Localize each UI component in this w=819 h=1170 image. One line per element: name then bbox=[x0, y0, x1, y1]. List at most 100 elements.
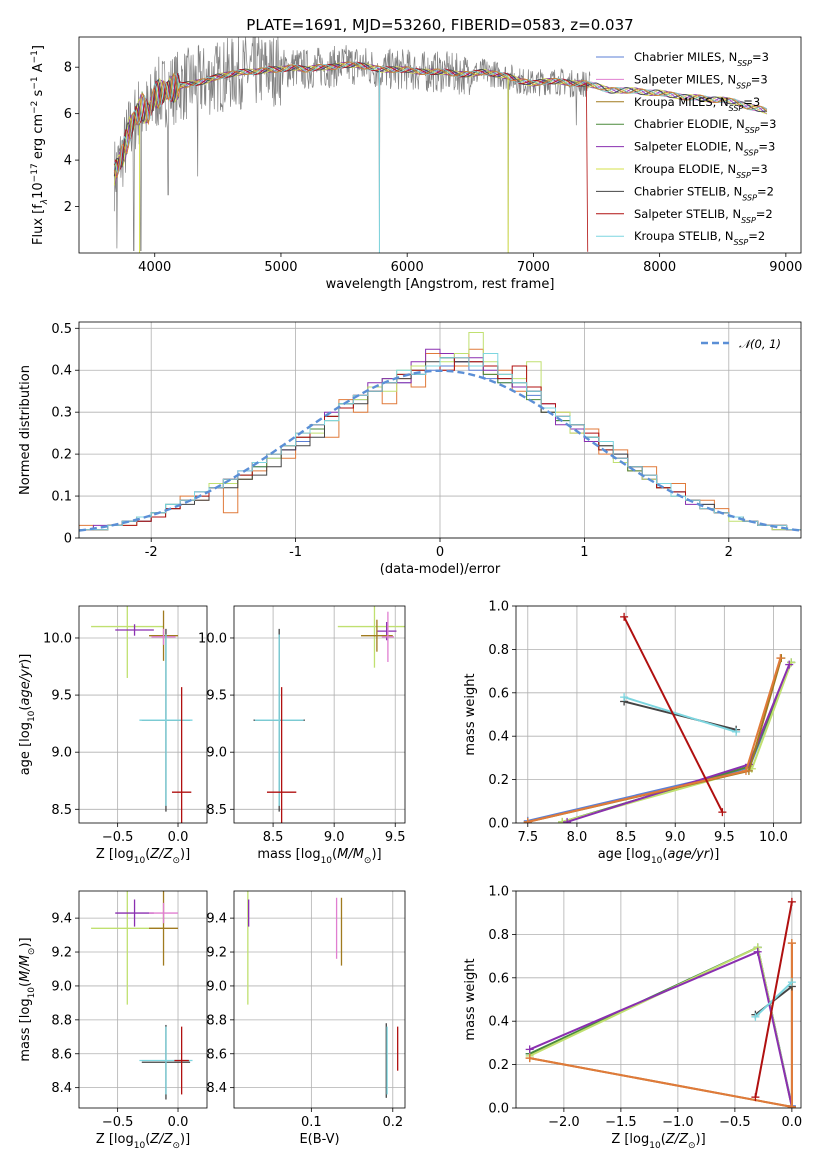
x-axis-label-main: (data-model)/error bbox=[380, 562, 501, 577]
legend-label: Salpeter ELODIE, NSSP=3 bbox=[634, 140, 775, 158]
legend-label-main: Chabrier MILES, N bbox=[634, 50, 737, 64]
legend-label-main: Kroupa ELODIE, N bbox=[634, 162, 736, 176]
legend-label-main: Salpeter STELIB, N bbox=[634, 207, 741, 221]
y-tick-label: 10.0 bbox=[43, 631, 72, 646]
y-axis-label-it: age/yr bbox=[18, 662, 33, 705]
legend-label-sub: SSP bbox=[745, 126, 760, 135]
x-axis-label-rest: ( bbox=[145, 1132, 150, 1147]
y-tick-label: 0.6 bbox=[488, 971, 509, 986]
x-tick-label: 8000 bbox=[643, 260, 676, 275]
x-tick-label: 0.0 bbox=[782, 1115, 803, 1130]
spectrum-data-line bbox=[113, 37, 591, 252]
y-axis-label: mass weight bbox=[463, 958, 478, 1040]
legend-label-main: Kroupa STELIB, N bbox=[634, 229, 734, 243]
mass_vs_EBV-plot-area bbox=[247, 891, 399, 1098]
y-tick-label: 9.0 bbox=[51, 979, 72, 994]
axes-frame bbox=[78, 36, 802, 254]
residual-plot-area bbox=[79, 332, 801, 538]
y-tick-label: 0.3 bbox=[51, 406, 72, 421]
axes-frame bbox=[233, 890, 406, 1109]
legend-label-sub: SSP bbox=[736, 171, 751, 180]
legend-label: Kroupa ELODIE, NSSP=3 bbox=[634, 162, 768, 180]
y-axis-label-rest: ( bbox=[18, 982, 33, 987]
x-axis-label: E(B-V) bbox=[299, 1132, 339, 1147]
y-tick-label: 8.5 bbox=[206, 803, 227, 818]
spectrum-model-line bbox=[113, 61, 768, 175]
x-tick-label: 5000 bbox=[264, 260, 297, 275]
weight-line bbox=[623, 700, 737, 731]
y-tick-label: 8.4 bbox=[206, 1081, 227, 1096]
x-axis-label-it: Z/Z bbox=[149, 847, 173, 862]
y-tick-label: 8.8 bbox=[206, 1013, 227, 1028]
axes-frame bbox=[515, 890, 802, 1109]
legend-label-suffix: =3 bbox=[751, 162, 768, 176]
x-axis-label-main: Z [log bbox=[96, 847, 134, 862]
y-tick-label: 0.5 bbox=[51, 322, 72, 337]
x-axis-label-sub2: ⊙ bbox=[688, 1141, 696, 1151]
legend-label-sub: SSP bbox=[741, 215, 756, 224]
x-axis-label-it: M/M bbox=[337, 847, 364, 862]
x-tick-label: 9.5 bbox=[385, 830, 406, 845]
legend-label: 𝒩(0, 1) bbox=[739, 337, 781, 351]
legend-label-main: Salpeter MILES, N bbox=[634, 72, 736, 86]
y-tick-label: 8.4 bbox=[51, 1081, 72, 1096]
x-axis-label-end: )] bbox=[180, 1132, 190, 1147]
x-tick-label: 0.0 bbox=[168, 1115, 189, 1130]
x-axis-label-end: )] bbox=[371, 847, 381, 862]
legend-label-sub: SSP bbox=[742, 193, 757, 202]
x-axis-label-main: wavelength [Angstrom, rest frame] bbox=[326, 277, 555, 292]
x-tick-label: −0.5 bbox=[719, 1115, 751, 1130]
y-axis-label-sub: 10 bbox=[27, 710, 37, 722]
y-axis-label: mass [log10(M/M⊙)] bbox=[18, 937, 37, 1061]
x-axis-label-sub2: ⊙ bbox=[172, 1141, 180, 1151]
x-tick-label: 1 bbox=[580, 545, 588, 560]
legend-label-main: Kroupa MILES, N bbox=[634, 95, 729, 109]
y-axis-label-end: )] bbox=[18, 937, 33, 947]
legend-label: Kroupa MILES, NSSP=3 bbox=[634, 95, 760, 113]
y-axis-label-sup4: −1 bbox=[30, 50, 40, 63]
x-tick-label: 9.0 bbox=[665, 830, 686, 845]
y-tick-label: 8.6 bbox=[51, 1047, 72, 1062]
spectrum-panel: 4000 5000 6000 7000 8000 9000 2 4 6 8 Chabrier MIL… bbox=[30, 36, 802, 292]
y-tick-label: 4 bbox=[64, 154, 72, 169]
y-tick-label: 1.0 bbox=[488, 885, 509, 900]
x-axis-label: Z [log10(Z/Z⊙)] bbox=[96, 1132, 190, 1151]
x-axis-label-sub: 10 bbox=[321, 856, 333, 866]
y-axis-label-main: Normed distribution bbox=[18, 365, 33, 495]
y-tick-label: 0.4 bbox=[488, 1015, 509, 1030]
x-axis-label-it: Z/Z bbox=[665, 1132, 689, 1147]
x-tick-label: -1 bbox=[289, 545, 302, 560]
x-tick-label: 8.5 bbox=[263, 830, 284, 845]
legend-label-suffix: =3 bbox=[752, 50, 769, 64]
y-axis-label-end: )] bbox=[18, 654, 33, 664]
y-tick-label: 0.0 bbox=[488, 817, 509, 832]
x-axis-label-sub: 10 bbox=[134, 856, 146, 866]
x-axis-label-rest: ( bbox=[332, 847, 337, 862]
y-tick-label: 8.8 bbox=[51, 1013, 72, 1028]
legend-label-suffix: =3 bbox=[751, 72, 768, 86]
y-tick-label: 9.2 bbox=[51, 946, 72, 961]
x-axis-label-main: E(B-V) bbox=[299, 1132, 339, 1147]
weight_vs_Z-plot-area bbox=[525, 897, 796, 1108]
x-tick-label: 6000 bbox=[391, 260, 424, 275]
mass_vs_EBV-panel: 0.1 0.2 8.4 8.6 8.8 9.0 9.2 9.4 E(B-V) bbox=[206, 890, 406, 1147]
spectrum-model-line bbox=[113, 61, 768, 179]
x-tick-label: 0.2 bbox=[382, 1115, 403, 1130]
y-tick-label: 9.2 bbox=[206, 946, 227, 961]
x-tick-label: 9.0 bbox=[324, 830, 345, 845]
y-axis-label-main: mass weight bbox=[463, 958, 478, 1040]
x-axis-label: (data-model)/error bbox=[380, 562, 501, 577]
y-tick-label: 9.0 bbox=[206, 979, 227, 994]
age_vs_Z-plot-area bbox=[91, 606, 193, 823]
legend-label-sub: SSP bbox=[734, 238, 749, 247]
age_vs_mass-panel: 8.5 9.0 9.5 8.5 9.0 9.5 10.0 mass [log10(M/M⊙)] bbox=[198, 605, 406, 866]
y-tick-label: 0.4 bbox=[488, 730, 509, 745]
x-tick-label: −1.0 bbox=[662, 1115, 694, 1130]
x-axis-label-rest: ( bbox=[662, 847, 667, 862]
y-tick-label: 0.4 bbox=[51, 364, 72, 379]
x-axis-label: wavelength [Angstrom, rest frame] bbox=[326, 277, 555, 292]
y-tick-label: 8 bbox=[64, 61, 72, 76]
legend-label-suffix: =3 bbox=[760, 117, 777, 131]
normal-curve-line bbox=[79, 369, 801, 532]
